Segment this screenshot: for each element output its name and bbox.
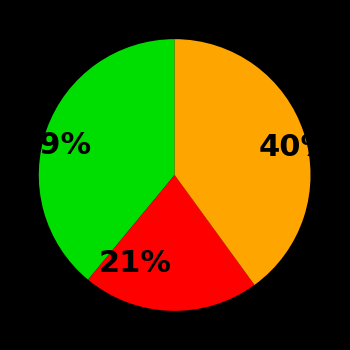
Wedge shape [88,175,254,311]
Text: 40%: 40% [259,133,332,162]
Text: 21%: 21% [99,249,172,278]
Wedge shape [175,39,310,285]
Wedge shape [39,39,175,280]
Text: 39%: 39% [19,131,92,160]
